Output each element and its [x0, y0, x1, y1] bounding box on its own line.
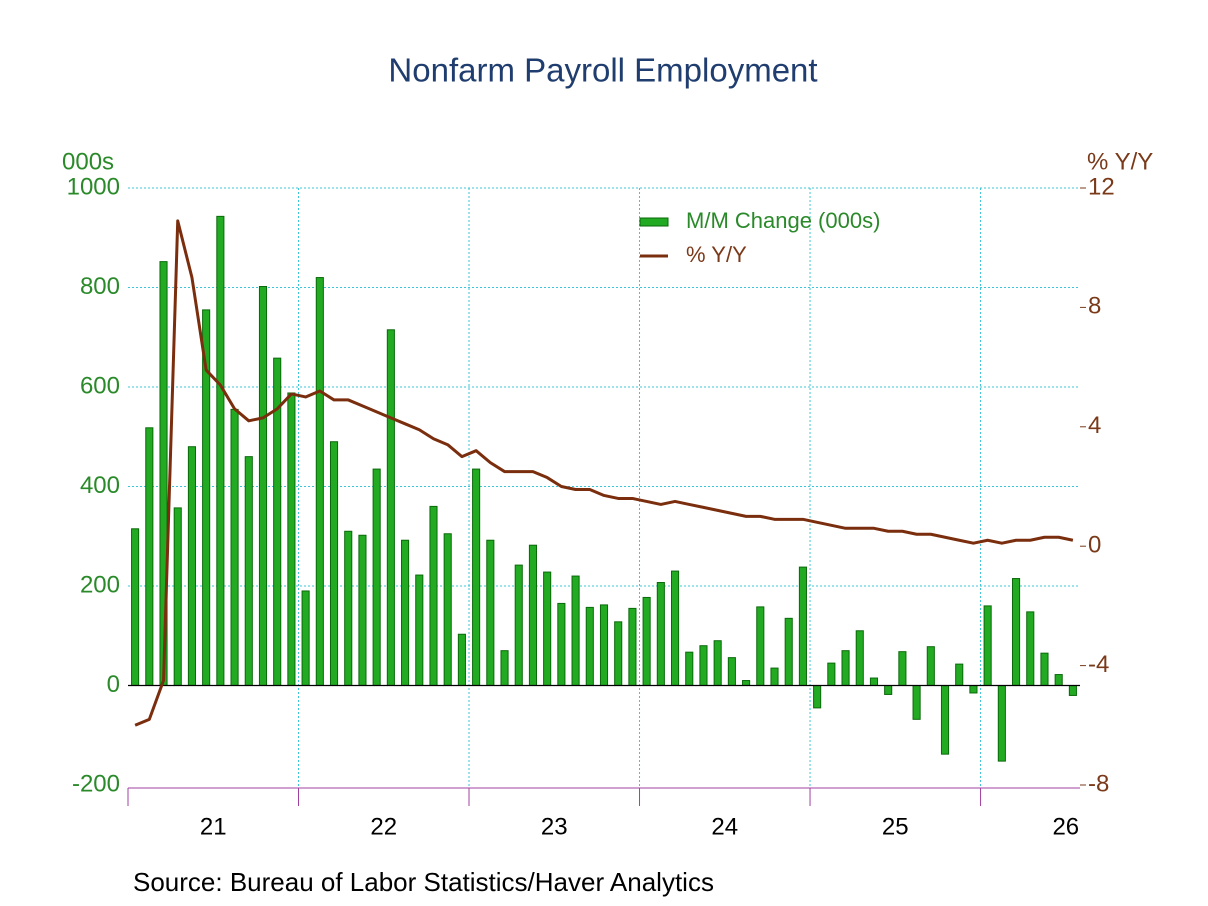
bar	[869, 677, 879, 686]
bar	[983, 605, 992, 687]
bar	[287, 392, 296, 686]
y-tick-label: 200	[80, 571, 120, 598]
x-tick-label: 25	[882, 813, 909, 840]
y-tick-label: -200	[72, 770, 120, 797]
bar	[742, 680, 751, 687]
legend-swatch	[639, 217, 669, 227]
x-tick-label: 24	[711, 813, 738, 840]
bar	[670, 570, 680, 687]
bar	[642, 596, 651, 687]
bar	[1068, 685, 1077, 696]
bar	[528, 544, 538, 687]
bar	[131, 528, 140, 686]
y2-tick-label: 0	[1088, 532, 1101, 559]
bar	[784, 617, 793, 687]
source-note: Source: Bureau of Labor Statistics/Haver…	[133, 867, 714, 897]
legend-label: % Y/Y	[686, 242, 747, 267]
bar	[216, 215, 225, 686]
bar	[244, 456, 253, 686]
y2-tick-label: 8	[1088, 293, 1101, 320]
bar	[699, 645, 708, 687]
bar	[827, 662, 836, 686]
bar	[457, 633, 466, 687]
bar	[1040, 652, 1049, 686]
bar	[912, 685, 921, 720]
bar	[926, 646, 935, 687]
bar	[940, 685, 950, 755]
bar	[599, 604, 609, 687]
y2-tick-label: -4	[1088, 651, 1109, 678]
y-tick-label: 600	[80, 372, 120, 399]
bar	[813, 685, 822, 709]
bar	[855, 630, 864, 687]
bar	[514, 564, 523, 686]
bar	[315, 277, 324, 686]
bar	[472, 468, 481, 686]
bar	[329, 441, 339, 686]
legend-label: M/M Change (000s)	[686, 208, 880, 233]
bar	[401, 539, 410, 686]
bar	[415, 574, 424, 686]
y2-axis-label: % Y/Y	[1087, 148, 1153, 175]
x-tick-label: 22	[370, 813, 397, 840]
bar	[145, 427, 154, 686]
bar	[628, 607, 637, 687]
bar	[386, 329, 395, 686]
bar	[997, 685, 1006, 762]
y2-tick-label: 12	[1088, 173, 1115, 200]
bar	[798, 566, 807, 686]
bar	[585, 606, 594, 687]
bar	[841, 650, 850, 686]
y-tick-label: 400	[80, 472, 120, 499]
bar	[685, 651, 694, 686]
bar	[884, 685, 893, 695]
bar	[500, 650, 509, 686]
bar	[173, 507, 182, 686]
y2-tick-label: 4	[1088, 412, 1101, 439]
bar	[557, 602, 566, 686]
bar	[713, 640, 722, 686]
bar	[756, 606, 765, 687]
line	[134, 219, 1074, 727]
bar	[358, 534, 367, 686]
bar	[1054, 674, 1063, 686]
bar	[614, 621, 623, 687]
bar	[344, 530, 353, 687]
chart-title: Nonfarm Payroll Employment	[388, 52, 817, 89]
x-tick-label: 23	[541, 813, 568, 840]
bar	[969, 685, 978, 694]
x-tick-label: 21	[200, 813, 227, 840]
y-tick-label: 800	[80, 273, 120, 300]
bar	[955, 663, 964, 686]
bar	[571, 575, 580, 686]
bar	[429, 505, 438, 686]
bar	[656, 582, 665, 687]
bar	[230, 408, 239, 686]
bar	[898, 651, 907, 686]
bar	[770, 667, 779, 687]
y-tick-label: 0	[107, 671, 120, 698]
bar	[258, 286, 268, 686]
bar	[1026, 611, 1035, 686]
bar	[1012, 578, 1021, 686]
bar	[443, 533, 452, 687]
y-tick-label: 1000	[67, 173, 120, 200]
x-tick-label: 26	[1052, 813, 1079, 840]
bar	[301, 590, 310, 686]
bar	[486, 539, 495, 686]
bar	[727, 657, 736, 687]
bar	[372, 468, 381, 686]
bar	[543, 571, 552, 687]
y2-tick-label: -8	[1088, 770, 1109, 797]
y-axis-label: 000s	[62, 148, 114, 175]
bar	[187, 446, 196, 687]
